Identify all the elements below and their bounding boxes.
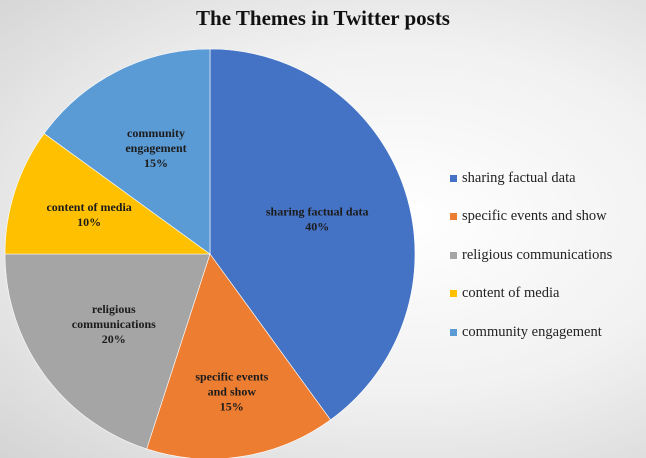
legend-label: community engagement [462, 323, 602, 340]
chart-title: The Themes in Twitter posts [196, 6, 450, 30]
slice-label-2: specific events and show 15% [195, 370, 268, 414]
pie-slice-1 [209, 48, 416, 421]
chart-legend: sharing factual data specific events and … [450, 168, 612, 361]
pie-slice-2 [146, 253, 331, 458]
pie-slice-4 [4, 133, 211, 255]
legend-label: sharing factual data [462, 169, 576, 186]
pie-slice-5 [43, 48, 211, 255]
legend-swatch [450, 251, 457, 259]
legend-item-5: community engagement [450, 322, 612, 342]
legend-item-2: specific events and show [450, 207, 612, 227]
legend-label: content of media [462, 285, 560, 301]
slice-label-5: community engagement 15% [125, 126, 186, 170]
pie-slice-3 [4, 253, 211, 450]
slice-label-1: sharing factual data 40% [266, 205, 369, 234]
legend-label: specific events and show [462, 208, 607, 224]
legend-swatch [450, 174, 457, 182]
legend-swatch [450, 290, 457, 297]
legend-item-3: religious communications [450, 245, 612, 265]
legend-label: religious communications [462, 246, 613, 263]
slice-label-4: content of media 10% [46, 200, 131, 229]
legend-item-4: content of media [450, 284, 612, 304]
slice-label-3: religious communications 20% [72, 302, 156, 346]
legend-swatch [450, 328, 457, 336]
legend-swatch [450, 213, 457, 220]
legend-item-1: sharing factual data [450, 168, 612, 188]
